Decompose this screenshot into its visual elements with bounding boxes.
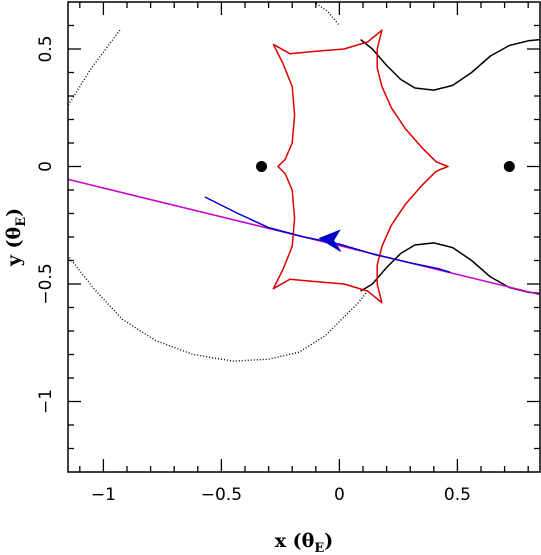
y-tick-label: 0.5 bbox=[36, 35, 56, 62]
x-axis-label: x (θE) bbox=[275, 530, 334, 555]
axis-ticks bbox=[68, 2, 540, 472]
x-tick-label: −1 bbox=[91, 485, 116, 505]
lens-mass-point-1 bbox=[256, 161, 268, 172]
plot-curves bbox=[68, 2, 540, 362]
y-tick-label: −0.5 bbox=[36, 263, 56, 304]
series-curve-3 bbox=[360, 38, 540, 91]
y-tick-label: −1 bbox=[36, 389, 56, 414]
tick-labels: −1 −0.5 0 0.5 −1 −0.5 0 0.5 bbox=[36, 35, 471, 505]
series-curve-7 bbox=[204, 196, 451, 274]
x-tick-label: 0.5 bbox=[444, 485, 471, 505]
trajectory-arrow bbox=[318, 229, 342, 252]
series-curve-1 bbox=[68, 29, 369, 362]
x-tick-label: −0.5 bbox=[201, 485, 242, 505]
series-curve-5 bbox=[272, 29, 449, 304]
series-curve-4 bbox=[360, 242, 540, 295]
series-curve-2 bbox=[141, 2, 340, 26]
y-axis-label: y (θE) bbox=[3, 208, 29, 267]
lens-mass-point-2 bbox=[503, 161, 515, 172]
y-tick-label: 0 bbox=[36, 161, 56, 172]
x-tick-label: 0 bbox=[334, 485, 345, 505]
